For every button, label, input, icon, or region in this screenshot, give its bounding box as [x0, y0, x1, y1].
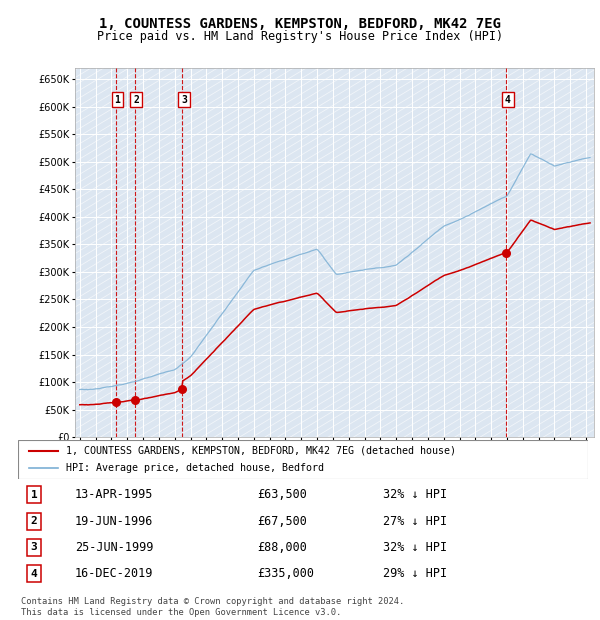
Text: 27% ↓ HPI: 27% ↓ HPI — [383, 515, 447, 528]
Text: 2: 2 — [31, 516, 37, 526]
Text: 1: 1 — [31, 490, 37, 500]
Text: Price paid vs. HM Land Registry's House Price Index (HPI): Price paid vs. HM Land Registry's House … — [97, 30, 503, 43]
FancyBboxPatch shape — [18, 440, 588, 479]
Text: 13-APR-1995: 13-APR-1995 — [75, 489, 154, 502]
Text: 3: 3 — [181, 95, 187, 105]
Text: 1, COUNTESS GARDENS, KEMPSTON, BEDFORD, MK42 7EG: 1, COUNTESS GARDENS, KEMPSTON, BEDFORD, … — [99, 17, 501, 32]
Point — [502, 248, 511, 258]
Text: 25-JUN-1999: 25-JUN-1999 — [75, 541, 154, 554]
Text: Contains HM Land Registry data © Crown copyright and database right 2024.
This d: Contains HM Land Registry data © Crown c… — [21, 598, 404, 617]
Text: 4: 4 — [31, 569, 37, 578]
Text: 1: 1 — [115, 95, 121, 105]
Text: 4: 4 — [505, 95, 511, 105]
Text: 16-DEC-2019: 16-DEC-2019 — [75, 567, 154, 580]
Point — [178, 384, 187, 394]
Text: £63,500: £63,500 — [257, 489, 307, 502]
Text: 29% ↓ HPI: 29% ↓ HPI — [383, 567, 447, 580]
Text: £67,500: £67,500 — [257, 515, 307, 528]
Text: 32% ↓ HPI: 32% ↓ HPI — [383, 489, 447, 502]
Text: 2: 2 — [133, 95, 139, 105]
Text: 19-JUN-1996: 19-JUN-1996 — [75, 515, 154, 528]
Text: £88,000: £88,000 — [257, 541, 307, 554]
Point — [111, 397, 121, 407]
Text: HPI: Average price, detached house, Bedford: HPI: Average price, detached house, Bedf… — [67, 463, 325, 473]
Text: 3: 3 — [31, 542, 37, 552]
Point — [130, 395, 139, 405]
Text: 1, COUNTESS GARDENS, KEMPSTON, BEDFORD, MK42 7EG (detached house): 1, COUNTESS GARDENS, KEMPSTON, BEDFORD, … — [67, 446, 457, 456]
Text: £335,000: £335,000 — [257, 567, 314, 580]
Text: 32% ↓ HPI: 32% ↓ HPI — [383, 541, 447, 554]
